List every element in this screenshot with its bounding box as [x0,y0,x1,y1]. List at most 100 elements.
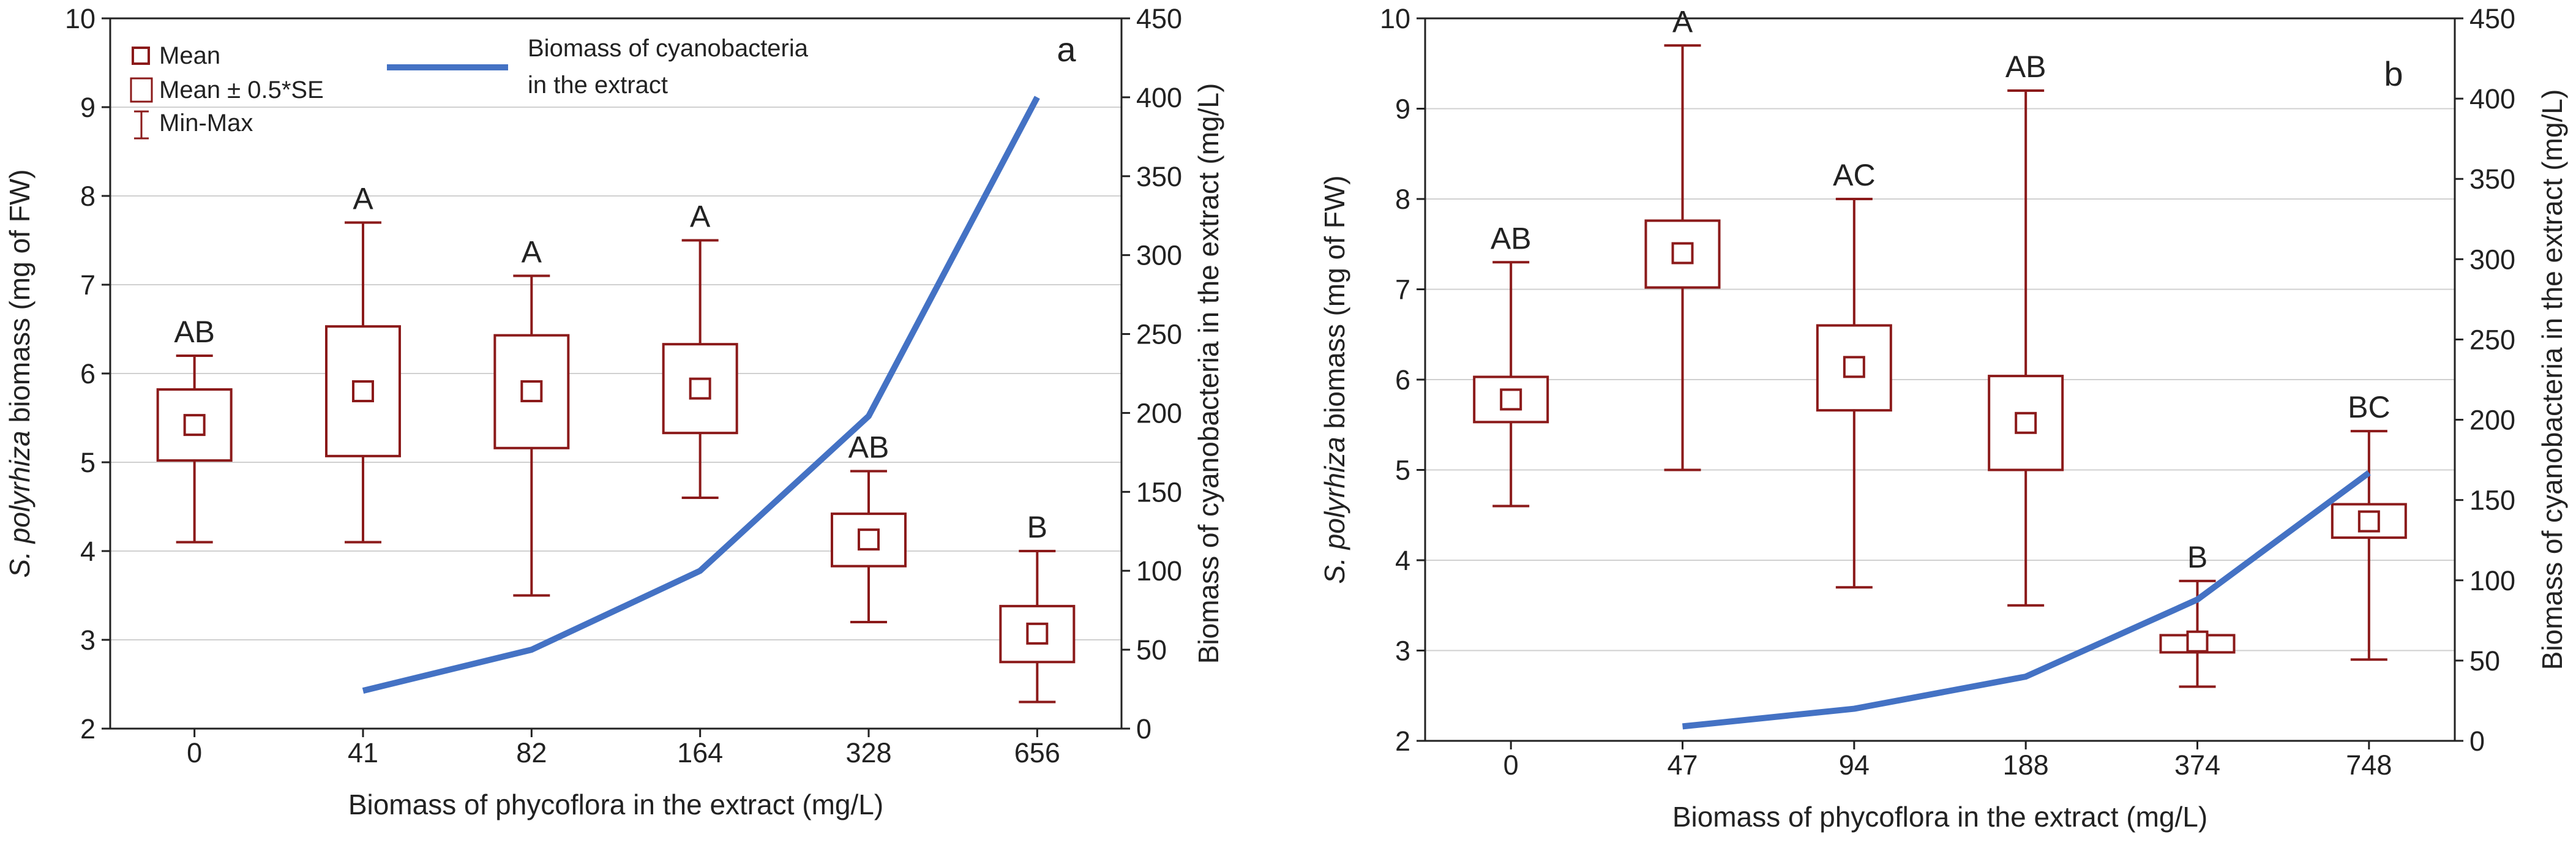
box-group: A [493,235,570,597]
y-tick-label: 9 [80,92,95,123]
y2-tick-label: 200 [1136,397,1182,429]
y-tick-label: 6 [80,358,95,389]
group-letter: A [522,235,542,269]
group-letter: AB [848,430,889,465]
y2-tick-label: 100 [2469,565,2515,596]
y-tick-label: 2 [80,713,95,745]
y-tick-label: 3 [80,625,95,656]
group-letter: A [1672,4,1693,39]
x-tick-label: 0 [1503,749,1519,781]
y2-tick-label: 150 [2469,485,2515,516]
y2-tick-label: 150 [1136,476,1182,508]
cyanobacteria-line [362,96,1040,694]
x-tick-label: 374 [2174,749,2220,781]
y-tick-label: 4 [80,536,95,567]
mean-marker [520,380,543,402]
panel-label: b [2384,54,2403,93]
x-tick-label: 41 [348,737,378,768]
y2-tick-label: 0 [1136,713,1151,745]
x-tick-label: 47 [1667,749,1698,781]
mean-marker [1843,356,1865,378]
y2-tick-label: 300 [2469,244,2515,275]
cyanobacteria-line [1682,470,2371,730]
y2-tick-label: 450 [1136,3,1182,34]
group-letter: A [353,182,373,216]
y2-tick-label: 250 [2469,324,2515,355]
y2-tick-label: 350 [2469,163,2515,195]
mean-marker [1026,622,1049,645]
x-tick-label: 82 [516,737,547,768]
box-group: B [2159,540,2236,688]
panel-label: a [1057,30,1076,69]
y-tick-label: 7 [1395,274,1410,306]
y2-tick-label: 300 [1136,240,1182,271]
y-tick-label: 7 [80,269,95,301]
legend-minmax-label: Min-Max [159,110,253,137]
x-tick-label: 656 [1014,737,1060,768]
y2-tick-label: 200 [2469,405,2515,436]
y-tick-label: 10 [1380,3,1410,34]
legend-mean-label: Mean [159,42,220,69]
legend-se-swatch [130,77,153,103]
y2-tick-label: 50 [1136,634,1167,666]
box-group: AC [1816,158,1892,589]
mean-marker [858,528,880,551]
y2-axis-title: Biomass of cyanobacteria in the extract … [2536,89,2568,670]
box-group: A [1644,4,1721,471]
se-box [493,334,570,449]
y2-tick-label: 400 [2469,83,2515,114]
box-group: AB [831,430,907,623]
y-tick-label: 9 [1395,94,1410,125]
group-letter: BC [2348,390,2390,424]
y-tick-label: 6 [1395,364,1410,396]
box-group: A [325,182,401,544]
mean-marker [352,380,374,402]
y-tick-label: 10 [65,3,95,34]
y-tick-label: 2 [1395,726,1410,757]
x-tick-label: 164 [677,737,723,768]
y2-tick-label: 450 [2469,3,2515,34]
box-group: A [662,200,738,499]
se-box [831,512,907,568]
mean-marker [1671,242,1694,265]
x-axis-title: Biomass of phycoflora in the extract (mg… [348,789,883,820]
x-tick-label: 328 [845,737,891,768]
box-group: BC [2331,390,2407,661]
y-tick-label: 3 [1395,636,1410,667]
box-group: B [999,510,1076,704]
legend-mean-swatch [132,47,150,65]
y-axis-title-species: S. polyrhiza [1319,437,1350,583]
y-tick-label: 4 [1395,545,1410,576]
group-letter: AB [174,315,215,349]
box-group: AB [1988,50,2064,607]
mean-marker [2015,411,2037,434]
mean-marker [2186,630,2209,653]
y-tick-label: 5 [80,447,95,478]
x-tick-label: 0 [187,737,202,768]
box-group: AB [1473,221,1549,508]
mean-marker [1500,388,1522,411]
y2-tick-label: 0 [2469,726,2485,757]
y2-tick-label: 400 [1136,82,1182,113]
x-tick-label: 94 [1839,749,1870,781]
group-letter: AB [2005,50,2046,84]
group-letter: B [2187,540,2207,574]
x-axis-title: Biomass of phycoflora in the extract (mg… [1672,801,2207,833]
y2-axis-title: Biomass of cyanobacteria in the extract … [1193,83,1224,664]
group-letter: AC [1833,158,1875,192]
y-tick-label: 5 [1395,455,1410,486]
y2-tick-label: 350 [1136,161,1182,192]
legend: Mean Mean ± 0.5*SE Min-Max Biomass of cyano… [130,35,809,140]
y-axis-title-rest: biomass (mg of FW) [1319,175,1350,437]
mean-marker [183,414,206,437]
group-letter: B [1027,510,1047,544]
y2-tick-label: 50 [2469,645,2500,677]
y2-tick-label: 250 [1136,319,1182,350]
x-tick-label: 748 [2346,749,2392,781]
legend-line-label-1: Biomass of cyanobacteria [528,35,809,62]
legend-se-label: Mean ± 0.5*SE [159,77,324,103]
y-tick-label: 8 [80,181,95,212]
mean-marker [689,377,711,400]
